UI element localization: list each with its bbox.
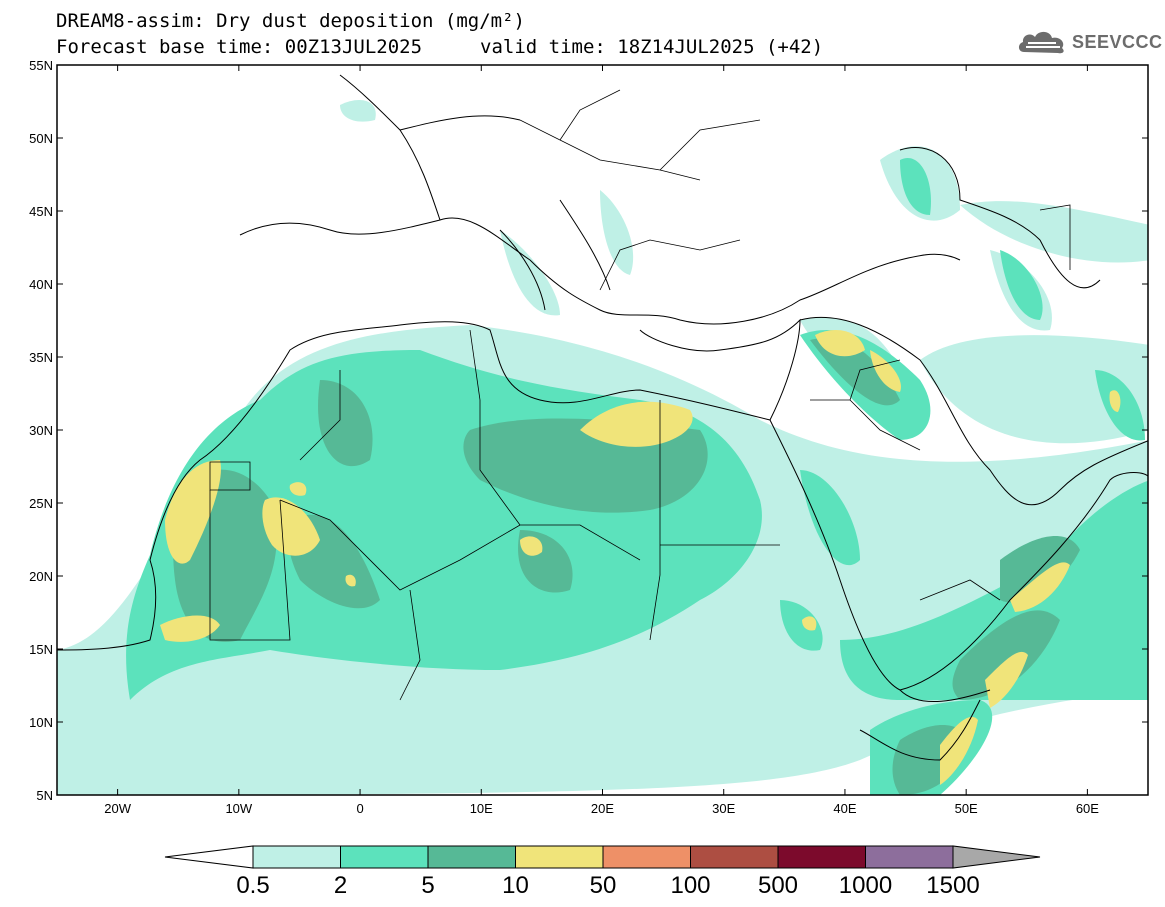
lon-tick-label: 50E bbox=[955, 801, 978, 816]
valid-time: valid time: 18Z14JUL2025 (+42) bbox=[480, 36, 824, 58]
colorbar-segment bbox=[340, 845, 429, 869]
lat-tick-label: 10N bbox=[29, 715, 53, 730]
lon-tick-label: 30E bbox=[712, 801, 735, 816]
lon-tick-label: 40E bbox=[833, 801, 856, 816]
colorbar-label: 100 bbox=[670, 872, 710, 899]
colorbar-segment bbox=[865, 845, 954, 869]
colorbar-labels: 0.5 2 5 10 50 100 500 1000 1500 bbox=[236, 872, 979, 899]
logo-text: SEEVCCC bbox=[1072, 32, 1163, 52]
colorbar-over-triangle bbox=[952, 845, 1041, 869]
lat-tick-label: 50N bbox=[29, 131, 53, 146]
lat-tick-label: 20N bbox=[29, 569, 53, 584]
cloud-icon bbox=[1018, 31, 1064, 54]
lat-tick-label: 40N bbox=[29, 277, 53, 292]
colorbar-label: 5 bbox=[421, 872, 434, 899]
colorbar-segment bbox=[777, 845, 866, 869]
deposition-fields bbox=[57, 100, 1148, 795]
lon-tick-label: 10E bbox=[470, 801, 493, 816]
lat-tick-label: 35N bbox=[29, 350, 53, 365]
colorbar-label: 0.5 bbox=[236, 872, 269, 899]
lon-tick-label: 20W bbox=[104, 801, 131, 816]
colorbar-label: 1000 bbox=[839, 872, 892, 899]
colorbar-segment bbox=[602, 845, 691, 869]
colorbar-label: 500 bbox=[758, 872, 798, 899]
forecast-base-time: Forecast base time: 00Z13JUL2025 bbox=[56, 36, 423, 58]
lon-tick-label: 0 bbox=[356, 801, 363, 816]
lat-tick-label: 30N bbox=[29, 423, 53, 438]
colorbar-segment bbox=[690, 845, 779, 869]
map-axes: 20W 10W 0 10E 20E 30E 40E 50E 60E 55N 50N 45N 40N 35N… bbox=[29, 58, 1148, 816]
dust-deposition-map: 20W 10W 0 10E 20E 30E 40E 50E 60E 55N 50N 45N 40N 35N… bbox=[29, 58, 1149, 816]
lat-tick-label: 55N bbox=[29, 58, 53, 73]
colorbar-segment bbox=[515, 845, 604, 869]
lat-tick-label: 45N bbox=[29, 204, 53, 219]
lon-tick-label: 20E bbox=[591, 801, 614, 816]
lon-tick-label: 60E bbox=[1076, 801, 1099, 816]
lat-tick-label: 25N bbox=[29, 496, 53, 511]
colorbar-label: 1500 bbox=[926, 872, 979, 899]
lon-tick-label: 10W bbox=[225, 801, 252, 816]
seevccc-logo: SEEVCCC bbox=[1016, 26, 1162, 56]
colorbar-under-triangle bbox=[164, 845, 254, 869]
forecast-time-line: Forecast base time: 00Z13JUL2025 valid ti… bbox=[56, 36, 823, 58]
lat-tick-label: 5N bbox=[36, 788, 53, 803]
colorbar-segment bbox=[252, 845, 341, 869]
colorbar bbox=[164, 845, 1041, 869]
colorbar-label: 50 bbox=[590, 872, 617, 899]
country-borders bbox=[209, 89, 1071, 701]
map-title: DREAM8-assim: Dry dust deposition (mg/m²… bbox=[56, 10, 525, 32]
colorbar-label: 2 bbox=[334, 872, 347, 899]
lat-tick-label: 15N bbox=[29, 642, 53, 657]
colorbar-label: 10 bbox=[502, 872, 529, 899]
coastlines bbox=[57, 74, 1148, 761]
colorbar-segment bbox=[427, 845, 516, 869]
